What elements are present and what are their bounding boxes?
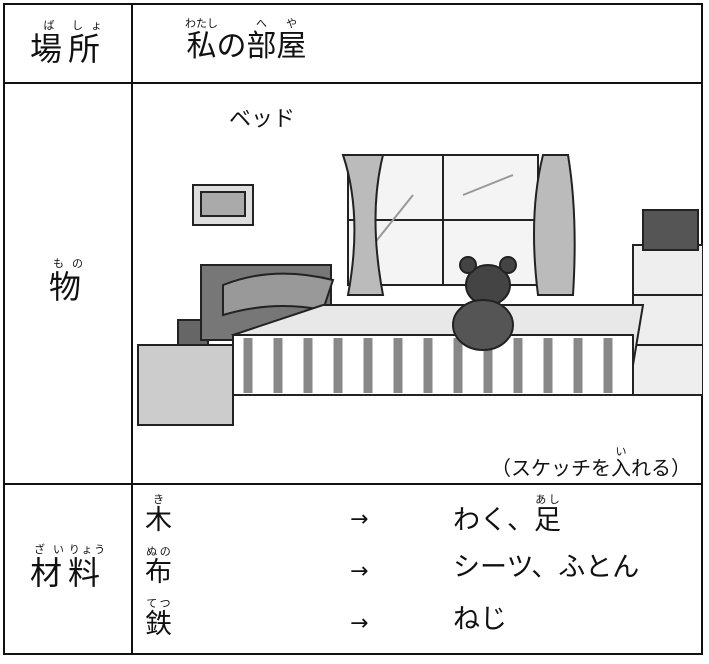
row-divider <box>5 82 701 84</box>
uses: シーツ、ふとん <box>453 545 639 584</box>
ruby-text: 足あし <box>534 493 561 536</box>
base-text: 部 <box>246 29 277 64</box>
ruby-text: 物もの <box>48 257 87 306</box>
place-value: 私わたしの部へ屋や <box>185 17 307 65</box>
reading: もの <box>48 257 87 270</box>
material: 布ぬの <box>145 545 172 589</box>
material-label: 材ざい料りょう <box>5 543 131 594</box>
bed-sketch <box>137 154 703 426</box>
reading: あし <box>534 493 561 506</box>
base-text: 木 <box>145 505 172 536</box>
base-text: 入 <box>611 456 631 480</box>
ruby-text: 鉄てつ <box>145 597 172 640</box>
base-text: 私 <box>185 29 218 64</box>
object-label: 物もの <box>5 257 131 308</box>
base-text: 鉄 <box>145 609 172 640</box>
base-text: 場 <box>29 30 68 68</box>
worksheet: 場ば所しょ 私わたしの部へ屋や 物もの ベッド （スケッチを入 <box>3 3 703 655</box>
uses: ねじ <box>453 597 507 636</box>
text: ねじ <box>453 604 507 635</box>
ruby-text: 料りょう <box>68 543 107 592</box>
text: れる） <box>631 456 691 480</box>
base-text: 屋 <box>276 29 307 64</box>
arrow: → <box>350 507 369 532</box>
column-divider <box>131 5 133 653</box>
reading: へ <box>246 17 277 30</box>
text: の <box>216 29 247 64</box>
arrow: → <box>350 559 369 584</box>
text: （スケッチを <box>491 456 611 480</box>
ruby-text: 部へ <box>246 17 277 64</box>
arrow: → <box>350 611 369 636</box>
ruby-text: 所しょ <box>68 19 107 68</box>
ruby-text: 布ぬの <box>145 545 172 588</box>
base-text: 物 <box>48 268 87 306</box>
caption: ベッド <box>229 107 296 132</box>
ruby-text: 入い <box>611 445 631 480</box>
uses: わく、足あし <box>453 493 561 537</box>
material: 鉄てつ <box>145 597 172 641</box>
base-text: 料 <box>68 554 107 592</box>
reading: や <box>276 17 307 30</box>
ruby-text: 木き <box>145 493 172 536</box>
text: わく、 <box>453 505 534 536</box>
sketch-note: （スケッチを入いれる） <box>491 445 691 481</box>
base-text: 材 <box>29 554 68 592</box>
text: シーツ、ふとん <box>453 552 640 583</box>
reading: りょう <box>68 543 106 556</box>
base-text: 布 <box>145 557 172 588</box>
reading: ぬの <box>145 545 172 558</box>
ruby-text: 材ざい <box>29 543 68 592</box>
base-text: 所 <box>68 30 107 68</box>
reading: ば <box>29 19 68 32</box>
reading: い <box>611 445 631 458</box>
reading: ざい <box>29 543 68 556</box>
reading: てつ <box>145 597 172 610</box>
reading: わたし <box>185 17 218 30</box>
place-label: 場ば所しょ <box>5 19 131 70</box>
material: 木き <box>145 493 172 537</box>
ruby-text: 私わたし <box>185 17 218 64</box>
base-text: 足 <box>534 505 561 536</box>
reading: き <box>145 493 172 506</box>
reading: しょ <box>68 19 107 32</box>
ruby-text: 屋や <box>276 17 307 64</box>
row-divider <box>5 483 701 485</box>
ruby-text: 場ば <box>29 19 68 68</box>
